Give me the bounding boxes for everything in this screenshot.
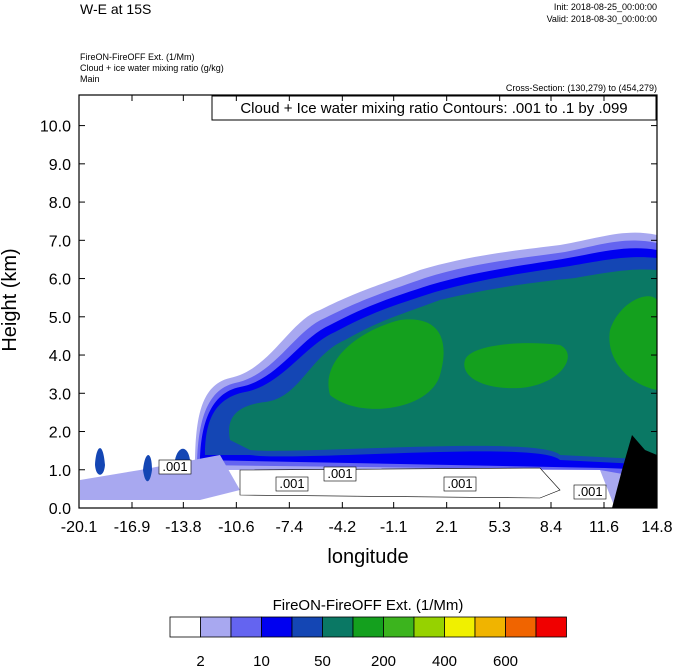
x-tick-label: -7.4 bbox=[276, 519, 304, 536]
contour-label: .001 bbox=[447, 476, 472, 491]
y-tick-label: 3.0 bbox=[49, 386, 71, 403]
y-tick-label: 2.0 bbox=[49, 425, 71, 442]
colorbar-box bbox=[230, 616, 262, 638]
contour-label: .001 bbox=[327, 466, 352, 481]
contour-label-box bbox=[323, 466, 357, 482]
y-tick-label: 9.0 bbox=[49, 157, 71, 174]
info-box bbox=[211, 95, 657, 121]
x-tick-label: 5.3 bbox=[489, 519, 511, 536]
y-tick-label: 6.0 bbox=[49, 272, 71, 289]
init: Init: 2018-08-25_00:00:00 bbox=[554, 2, 657, 12]
colorbar-box bbox=[535, 616, 567, 638]
frame bbox=[78, 94, 658, 509]
colorbar-label: 200 bbox=[371, 653, 396, 667]
x-tick-label: -16.9 bbox=[114, 519, 151, 536]
x-tick-label: 8.4 bbox=[540, 519, 562, 536]
title: W-E at 15S bbox=[80, 1, 151, 17]
colorbar-box bbox=[413, 616, 445, 638]
colorbar-box bbox=[474, 616, 506, 638]
colorbar-box bbox=[383, 616, 415, 638]
x-tick-label: 2.1 bbox=[436, 519, 458, 536]
contour-label: .001 bbox=[577, 484, 602, 499]
colorbar-box bbox=[322, 616, 354, 638]
colorbar-title: FireON-FireOFF Ext. (1/Mm) bbox=[273, 597, 464, 614]
y-axis-label: Height (km) bbox=[0, 248, 21, 351]
x-tick-label: -10.6 bbox=[218, 519, 255, 536]
x-tick-label: -13.8 bbox=[165, 519, 202, 536]
y-tick-label: 1.0 bbox=[49, 463, 71, 480]
colorbar-box bbox=[505, 616, 537, 638]
valid: Valid: 2018-08-30_00:00:00 bbox=[547, 14, 657, 24]
colorbar-label: 2 bbox=[196, 653, 204, 667]
field bbox=[80, 232, 657, 508]
subtitle: Cloud + ice water mixing ratio (g/kg) bbox=[80, 63, 224, 73]
contour-label-box bbox=[573, 484, 607, 500]
y-tick-label: 8.0 bbox=[49, 195, 71, 212]
colorbar-box bbox=[291, 616, 323, 638]
x-tick-label: 14.8 bbox=[641, 519, 672, 536]
colorbar-box bbox=[200, 616, 232, 638]
contour-label: .001 bbox=[279, 476, 304, 491]
y-tick-label: 5.0 bbox=[49, 310, 71, 327]
x-tick-label: 11.6 bbox=[589, 519, 619, 536]
x-tick-label: -1.1 bbox=[380, 519, 408, 536]
contour-label-box bbox=[158, 459, 192, 475]
y-tick-label: 4.0 bbox=[49, 348, 71, 365]
colorbar-box bbox=[261, 616, 293, 638]
x-axis-label: longitude bbox=[327, 546, 408, 568]
contour-label-box bbox=[275, 476, 309, 492]
y-tick-label: 7.0 bbox=[49, 233, 71, 250]
contour-label-box bbox=[443, 476, 477, 492]
y-tick-label: 0.0 bbox=[49, 501, 71, 518]
contour-info: Cloud + Ice water mixing ratio Contours:… bbox=[240, 100, 627, 117]
colorbar-box bbox=[169, 616, 201, 638]
colorbar-label: 400 bbox=[432, 653, 457, 667]
colorbar-box bbox=[444, 616, 476, 638]
cross-section: Cross-Section: (130,279) to (454,279) bbox=[506, 83, 657, 93]
x-tick-label: -20.1 bbox=[61, 519, 98, 536]
colorbar-box bbox=[352, 616, 384, 638]
contour-label: .001 bbox=[162, 459, 187, 474]
x-tick-label: -4.2 bbox=[329, 519, 357, 536]
y-tick-label: 10.0 bbox=[40, 119, 71, 136]
colorbar-label: 10 bbox=[253, 653, 270, 667]
subtitle: FireON-FireOFF Ext. (1/Mm) bbox=[80, 52, 195, 62]
colorbar-label: 600 bbox=[493, 653, 518, 667]
subtitle: Main bbox=[80, 74, 100, 84]
colorbar-label: 50 bbox=[314, 653, 331, 667]
